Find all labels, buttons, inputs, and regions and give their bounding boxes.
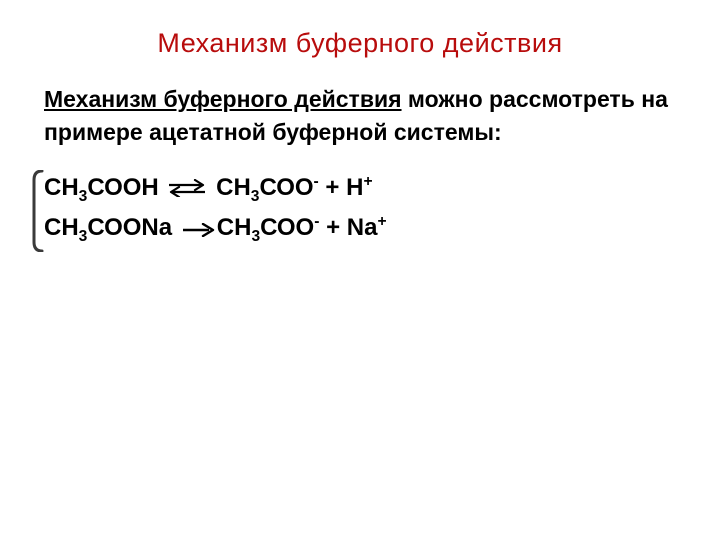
eq1-rhs1-suffix: СОО	[259, 174, 313, 201]
eq1-rhs1-base: СН	[216, 174, 251, 201]
eq1-lhs-base: СН	[44, 174, 79, 201]
equation-1: СН3СООН СН3СОО- + Н+	[44, 168, 720, 209]
eq2-lhs-suffix: СООNа	[87, 214, 172, 241]
forward-arrow-icon	[181, 223, 215, 237]
eq1-rhs2-base: Н	[346, 174, 363, 201]
equation-2: СН3СООNа СН3СОО- + Nа+	[44, 208, 720, 249]
page-title: Механизм буферного действия	[0, 0, 720, 59]
eq1-plus: +	[319, 174, 346, 201]
eq2-rhs1-suffix: СОО	[260, 214, 314, 241]
equations-bracket-icon	[30, 170, 44, 252]
eq2-rhs1-sub: 3	[251, 228, 260, 245]
equations-block: СН3СООН СН3СОО- + Н+ СН3СООNа СН3СОО- + …	[0, 150, 720, 250]
title-text: Механизм буферного действия	[157, 28, 562, 58]
equilibrium-arrow-icon	[167, 179, 207, 197]
eq2-rhs2-base: Nа	[347, 214, 378, 241]
eq1-rhs2-sup: +	[363, 173, 372, 190]
eq2-rhs2-sup: +	[377, 213, 386, 230]
eq1-lhs-suffix: СООН	[87, 174, 158, 201]
intro-paragraph: Механизм буферного действия можно рассмо…	[0, 59, 720, 150]
eq2-lhs-base: СН	[44, 214, 79, 241]
eq2-rhs1-base: СН	[217, 214, 252, 241]
intro-underlined: Механизм буферного действия	[44, 86, 402, 112]
eq2-plus: +	[319, 214, 346, 241]
